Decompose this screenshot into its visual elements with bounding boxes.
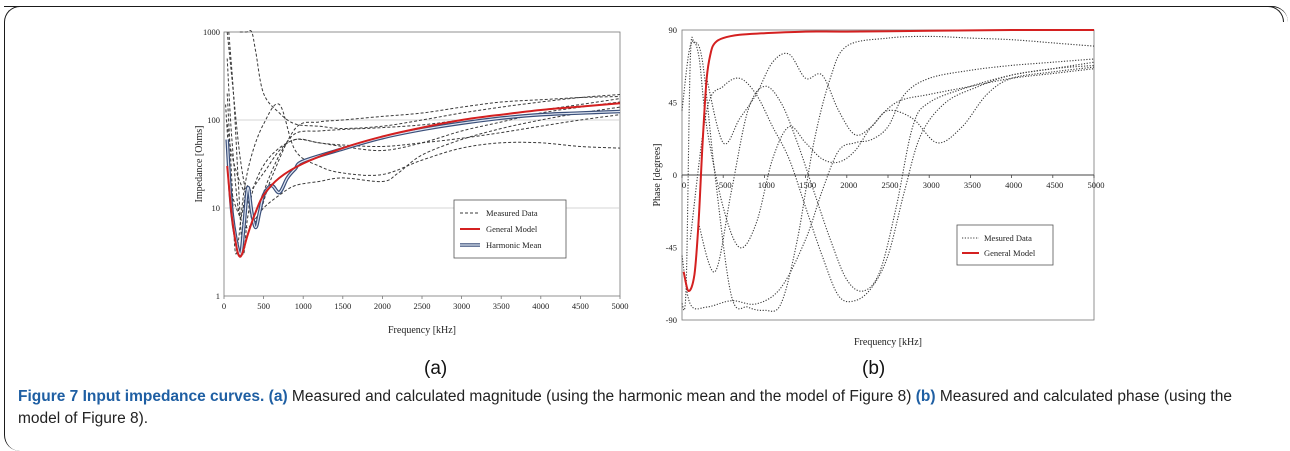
caption-part-b-label: (b): [915, 388, 936, 405]
y-axis-label: Phase [degrees]: [652, 143, 663, 206]
x-tick-label: 5000: [612, 301, 629, 311]
y-tick-label: 0: [673, 170, 677, 180]
series-line-measured: [226, 58, 621, 223]
x-tick-label: 1500: [799, 180, 816, 190]
x-tick-label: 0: [222, 301, 226, 311]
series-line-measured: [689, 61, 1095, 303]
legend-box-b: [956, 224, 1054, 266]
series-line-measured: [239, 30, 621, 130]
series-line-measured: [681, 35, 1095, 312]
series-line-measured: [697, 64, 1095, 292]
y-tick-label: 45: [669, 98, 678, 108]
x-tick-label: 4000: [532, 301, 549, 311]
series-line-measured: [706, 52, 1095, 145]
series-line-measured: [681, 58, 1095, 310]
x-tick-label: 1000: [295, 301, 312, 311]
legend-label: Mesured Data: [984, 233, 1032, 243]
x-tick-label: 4500: [572, 301, 589, 311]
figure-frame-top: [4, 6, 1284, 22]
y-axis-label: Impedance [Ohms]: [194, 126, 205, 203]
y-tick-label: -45: [666, 243, 677, 253]
x-tick-label: 2000: [374, 301, 391, 311]
x-tick-label: 3500: [964, 180, 981, 190]
caption-part-a-text: Measured and calculated magnitude (using…: [291, 388, 912, 405]
y-tick-label: -90: [666, 315, 677, 325]
y-tick-label: 100: [207, 115, 220, 125]
y-tick-label: 1000: [203, 27, 220, 37]
x-tick-label: 1500: [334, 301, 351, 311]
series-line-harmonic-mean-inner: [226, 110, 621, 255]
caption-title: Figure 7 Input impedance curves.: [18, 388, 265, 405]
series-line-general-model: [682, 28, 1095, 292]
y-tick-label: 1: [216, 291, 220, 301]
y-tick-label: 90: [669, 25, 678, 35]
series-line-measured: [226, 93, 621, 255]
y-tick-label: 10: [212, 203, 221, 213]
x-tick-label: 0: [682, 180, 686, 190]
caption-part-b-text: Measured and calculated phase (using the…: [18, 388, 1232, 427]
x-tick-label: 4500: [1046, 180, 1063, 190]
chart-impedance-magnitude: 1 10 100 1000 0 500 1000 1500 2000 2500 3000 3500 40…: [194, 27, 629, 336]
x-tick-label: 2000: [840, 180, 857, 190]
series-line-measured: [225, 104, 621, 229]
x-axis-label: Frequency [kHz]: [854, 337, 922, 348]
panel-label-b: (b): [862, 358, 886, 379]
legend-label: General Model: [486, 224, 538, 234]
legend-label: Harmonic Mean: [486, 240, 542, 250]
x-axis-label: Frequency [kHz]: [388, 325, 456, 336]
x-tick-label: 4000: [1005, 180, 1022, 190]
x-tick-label: 500: [257, 301, 270, 311]
legend-label: General Model: [984, 248, 1036, 258]
x-tick-label: 3000: [453, 301, 470, 311]
legend-label: Measured Data: [486, 208, 538, 218]
x-tick-label: 2500: [414, 301, 431, 311]
x-tick-label: 3000: [923, 180, 940, 190]
figure-caption: Figure 7 Input impedance curves. (a) Mea…: [18, 386, 1278, 430]
series-line-measured: [681, 40, 1095, 249]
x-tick-label: 2500: [882, 180, 899, 190]
x-tick-label: 3500: [493, 301, 510, 311]
panel-label-a: (a): [424, 358, 448, 379]
x-tick-label: 5000: [1088, 180, 1105, 190]
x-tick-label: 500: [719, 180, 732, 190]
caption-part-a-label: (a): [268, 388, 288, 405]
series-line-general-model: [226, 102, 621, 258]
